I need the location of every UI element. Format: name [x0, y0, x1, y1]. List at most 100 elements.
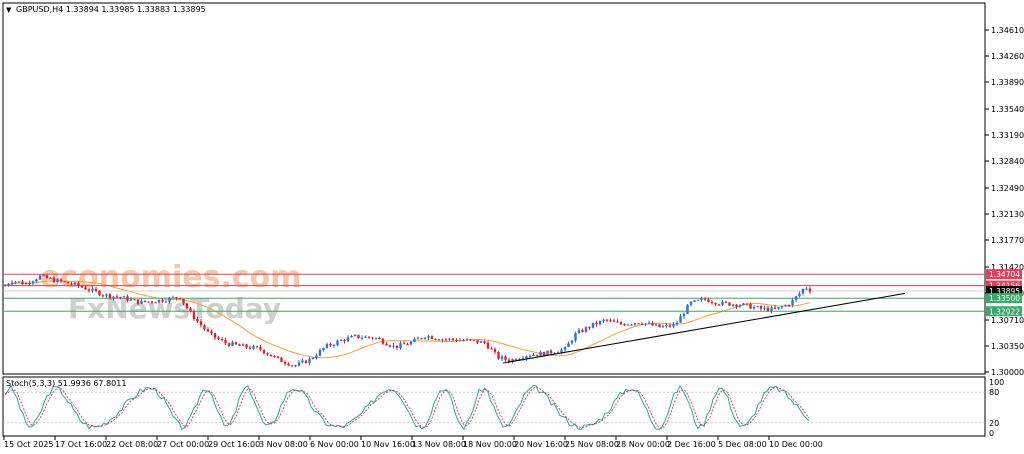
x-tick-label: 27 Oct 00:00 [157, 440, 209, 449]
candle-body [546, 350, 549, 356]
candle-body [539, 352, 542, 356]
candle-body [224, 340, 227, 344]
candle-body [80, 285, 84, 288]
candle-body [462, 340, 465, 342]
x-tick-label: 15 Oct 2025 [4, 440, 53, 449]
candle-body [710, 302, 714, 304]
candle-body [742, 303, 745, 306]
candle-body [542, 352, 546, 356]
x-tick-label: 2 Dec 16:00 [667, 440, 716, 449]
candle-body [444, 339, 448, 341]
candle-body [262, 349, 266, 354]
candle-body [248, 347, 252, 349]
candle-body [700, 298, 703, 300]
candle-body [364, 336, 367, 338]
candle-body [756, 306, 759, 308]
x-tick-label: 6 Nov 00:00 [310, 440, 359, 449]
candle-body [658, 324, 661, 328]
candle-body [483, 341, 486, 343]
candle-body [525, 356, 528, 359]
candle-body [210, 331, 213, 334]
candle-body [178, 298, 182, 300]
candle-body [535, 354, 539, 356]
candle-body [406, 344, 409, 346]
candle-body [416, 338, 420, 340]
candle-body [280, 357, 283, 363]
candle-body [52, 278, 56, 283]
candle-body [70, 283, 73, 285]
candle-body [119, 296, 122, 298]
candle-body [721, 301, 724, 305]
y-tick-label: 1.33890 [991, 78, 1024, 87]
candle-body [654, 324, 658, 326]
candle-body [588, 327, 591, 329]
candle-body [192, 311, 196, 320]
candle-body [175, 297, 178, 299]
candle-body [252, 346, 255, 349]
x-tick-label: 13 Nov 08:00 [412, 440, 466, 449]
candle-body [77, 282, 80, 286]
candle-body [122, 296, 126, 298]
candle-body [168, 297, 171, 302]
candle-body [332, 345, 336, 347]
candle-body [311, 358, 315, 360]
candle-body [805, 288, 808, 290]
candle-body [626, 324, 630, 326]
candle-body [269, 354, 273, 357]
candle-body [777, 307, 780, 309]
candle-body [570, 340, 574, 344]
candle-body [66, 281, 70, 284]
y-tick-label: 1.32130 [991, 210, 1024, 219]
candle-body [105, 294, 108, 296]
candle-body [784, 304, 787, 307]
stoch-level-label: 100 [989, 378, 1004, 387]
candle-body [745, 303, 749, 305]
x-tick-label: 17 Oct 16:00 [55, 440, 107, 449]
x-tick-label: 28 Nov 00:00 [616, 440, 670, 449]
candle-body [647, 322, 651, 324]
candle-body [623, 324, 626, 326]
x-tick-label: 25 Nov 08:00 [565, 440, 619, 449]
stoch-level-label: 20 [989, 419, 999, 428]
candle-body [199, 321, 203, 326]
level-tag [986, 306, 1022, 317]
candle-body [787, 304, 791, 306]
candle-body [749, 303, 752, 309]
collapse-arrow-icon[interactable]: ▼ [6, 6, 12, 14]
candle-body [392, 345, 395, 347]
candle-body [486, 342, 490, 349]
candle-body [108, 294, 112, 299]
candle-body [682, 313, 686, 317]
candle-body [329, 344, 332, 346]
x-tick-label: 5 Dec 08:00 [718, 440, 767, 449]
y-tick-label: 1.30000 [991, 368, 1024, 377]
candle-body [759, 306, 763, 309]
candle-body [164, 301, 168, 303]
candle-body [73, 282, 77, 285]
level-tag-label: 1.34704 [989, 270, 1020, 279]
candle-body [801, 288, 805, 294]
x-tick-label: 10 Dec 00:00 [769, 440, 823, 449]
candle-body [528, 356, 532, 358]
watermark-fxnewstoday: FxNewsToday [68, 292, 281, 325]
y-tick-label: 1.30350 [991, 342, 1024, 351]
candle-body [150, 301, 154, 303]
candle-body [409, 341, 413, 345]
candle-body [714, 302, 717, 305]
candle-body [171, 297, 175, 299]
candle-body [112, 296, 115, 299]
candle-body [38, 275, 42, 280]
candle-body [567, 343, 570, 348]
candle-body [514, 359, 518, 361]
candle-body [273, 356, 276, 358]
candle-body [378, 337, 381, 340]
candle-body [290, 365, 294, 367]
y-tick-label: 1.32840 [991, 157, 1024, 166]
candle-body [185, 303, 189, 309]
candle-body [136, 299, 140, 304]
level-tag [986, 269, 1022, 280]
candle-body [367, 336, 371, 338]
candle-body [556, 352, 560, 354]
candle-body [28, 282, 31, 284]
